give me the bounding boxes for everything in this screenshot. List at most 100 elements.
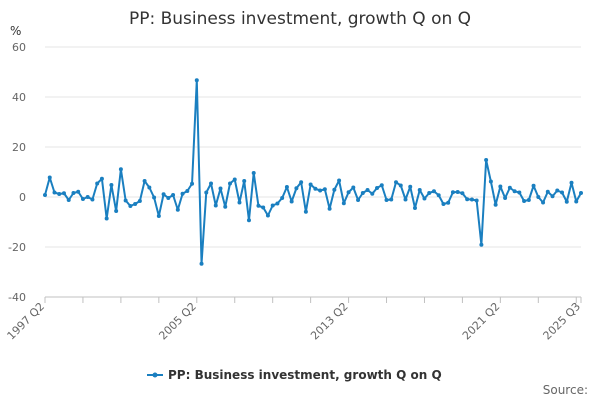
data-point[interactable]: 2025 Q1: 5.7 — [569, 180, 574, 185]
data-point[interactable]: 2008 Q3: -3.5 — [256, 203, 261, 208]
data-point[interactable]: 2017 Q4: 2.3 — [431, 189, 436, 194]
data-point[interactable]: 2001 Q3: -1.4 — [123, 198, 128, 203]
data-point[interactable]: 2021 Q2: 4.2 — [498, 184, 503, 189]
data-point[interactable]: 2007 Q2: 7 — [232, 177, 237, 182]
data-point[interactable]: 2020 Q3: 14.8 — [484, 158, 489, 162]
data-point[interactable]: 2014 Q1: 1.6 — [360, 191, 365, 195]
data-point[interactable]: 2013 Q2: 1.9 — [346, 190, 351, 195]
data-point[interactable]: 2010 Q3: 3.5 — [294, 186, 299, 191]
data-point[interactable]: 2016 Q4: -4.4 — [412, 206, 417, 210]
data-point[interactable]: 2006 Q4: -3.9 — [223, 204, 228, 209]
data-point[interactable]: 2006 Q1: 5.4 — [209, 181, 214, 186]
data-point[interactable]: 2016 Q2: -1 — [403, 197, 408, 202]
data-point[interactable]: 2008 Q4: -4.2 — [261, 205, 266, 210]
data-point[interactable]: 2008 Q2: 9.6 — [251, 171, 256, 175]
data-point[interactable]: 2005 Q2: 46.7 — [194, 78, 199, 83]
data-point[interactable]: 2023 Q4: 2.1 — [545, 189, 550, 194]
data-point[interactable]: 2013 Q1: -2.5 — [341, 201, 346, 206]
data-point[interactable]: 2015 Q1: 4.7 — [379, 183, 384, 188]
data-point[interactable]: 1997 Q2: 0.8 — [43, 193, 47, 197]
data-point[interactable]: 1998 Q3: -1.2 — [66, 198, 71, 202]
data-point[interactable]: 2018 Q4: 1.9 — [450, 190, 455, 195]
data-point[interactable]: 2006 Q3: 3.4 — [218, 186, 223, 191]
data-point[interactable]: 2001 Q4: -3.6 — [128, 204, 133, 208]
data-point[interactable]: 2024 Q2: 2.6 — [555, 188, 560, 193]
data-point[interactable]: 1999 Q2: -0.8 — [80, 197, 85, 201]
data-point[interactable]: 2000 Q2: 7.3 — [99, 176, 104, 181]
data-point[interactable]: 2010 Q2: -1.8 — [289, 199, 294, 204]
data-point[interactable]: 2023 Q2: 0 — [536, 195, 541, 199]
data-point[interactable]: 2004 Q1: 0.8 — [171, 193, 176, 197]
data-point[interactable]: 2025 Q2: -1.8 — [574, 199, 579, 204]
data-point[interactable]: 2019 Q2: 1.5 — [460, 191, 465, 196]
data-point[interactable]: 2010 Q1: 4 — [284, 185, 289, 189]
data-point[interactable]: 2018 Q2: -2.8 — [441, 202, 446, 206]
data-point[interactable]: 2012 Q3: 2.9 — [332, 187, 337, 192]
data-point[interactable]: 2000 Q1: 5.4 — [95, 181, 100, 186]
data-point[interactable]: 2019 Q3: -0.9 — [465, 197, 470, 202]
data-point[interactable]: 2012 Q2: -4.7 — [327, 206, 332, 211]
data-point[interactable]: 2016 Q3: 4.1 — [408, 184, 413, 189]
data-point[interactable]: 2003 Q4: -0.4 — [166, 196, 171, 200]
data-point[interactable]: 2015 Q3: -1 — [389, 197, 394, 202]
data-point[interactable]: 2003 Q2: -7.6 — [156, 214, 161, 218]
data-point[interactable]: 2007 Q4: 6.4 — [242, 179, 247, 183]
data-point[interactable]: 1999 Q3: 0 — [85, 195, 90, 199]
data-point[interactable]: 2017 Q1: 2.8 — [417, 188, 422, 192]
data-point[interactable]: 1999 Q1: 2.1 — [76, 189, 81, 194]
data-point[interactable]: 2005 Q3: -26.7 — [199, 261, 204, 266]
data-point[interactable]: 2023 Q1: 4.5 — [531, 183, 536, 188]
data-point[interactable]: 2015 Q4: 5.9 — [394, 180, 399, 185]
data-point[interactable]: 2006 Q2: -3.4 — [213, 203, 218, 208]
data-point[interactable]: 2020 Q4: 6.2 — [488, 179, 493, 184]
data-point[interactable]: 2013 Q4: -1.2 — [356, 198, 361, 202]
data-point[interactable]: 2023 Q3: -2.2 — [541, 200, 546, 205]
data-point[interactable]: 2009 Q1: -7.4 — [265, 213, 270, 218]
data-point[interactable]: 2024 Q3: 1.8 — [560, 190, 565, 195]
data-point[interactable]: 2021 Q3: -0.4 — [503, 196, 508, 200]
data-point[interactable]: 2004 Q4: 2.4 — [185, 189, 190, 193]
data-point[interactable]: 2000 Q3: -8.6 — [104, 216, 109, 221]
data-point[interactable]: 2014 Q3: 1.3 — [370, 191, 375, 196]
data-point[interactable]: 2011 Q4: 2.6 — [318, 188, 323, 193]
data-point[interactable]: 2019 Q1: 2 — [455, 190, 460, 194]
data-point[interactable]: 2020 Q2: -19.1 — [479, 242, 484, 247]
data-point[interactable]: 2011 Q2: 5 — [308, 182, 313, 187]
data-point[interactable]: 2004 Q2: -5.1 — [175, 207, 180, 212]
data-point[interactable]: 2021 Q1: -3.1 — [493, 202, 498, 207]
data-point[interactable]: 2004 Q3: 1.3 — [180, 191, 185, 196]
data-point[interactable]: 2000 Q4: 4.8 — [109, 183, 114, 187]
data-point[interactable]: 1998 Q2: 1.5 — [61, 191, 66, 196]
data-point[interactable]: 2024 Q1: 0.3 — [550, 194, 555, 199]
data-point[interactable]: 2014 Q4: 3.6 — [375, 186, 380, 190]
data-point[interactable]: 1997 Q3: 7.8 — [47, 175, 52, 180]
data-point[interactable]: 2022 Q2: 1.8 — [517, 190, 522, 195]
data-point[interactable]: 2020 Q1: -1.4 — [474, 198, 479, 203]
data-point[interactable]: 2010 Q4: 5.9 — [299, 180, 304, 185]
data-point[interactable]: 2011 Q1: -5.9 — [303, 209, 308, 214]
data-point[interactable]: 2025 Q3: 1.6 — [579, 191, 583, 195]
data-point[interactable]: 2009 Q2: -3.4 — [270, 203, 275, 208]
data-point[interactable]: 2009 Q3: -2.6 — [275, 201, 280, 206]
data-point[interactable]: 2012 Q4: 6.6 — [337, 178, 342, 183]
data-point[interactable]: 2005 Q1: 5.3 — [190, 181, 195, 186]
data-point[interactable]: 2012 Q1: 3.1 — [322, 187, 327, 192]
data-point[interactable]: 2007 Q1: 5.4 — [227, 181, 232, 186]
data-point[interactable]: 2011 Q3: 3.3 — [313, 186, 318, 191]
legend[interactable]: PP: Business investment, growth Q on Q — [147, 368, 442, 382]
data-point[interactable]: 1997 Q4: 1.8 — [52, 190, 57, 195]
data-point[interactable]: 2003 Q3: 1.1 — [161, 192, 166, 197]
data-point[interactable]: 2005 Q4: 1.8 — [204, 190, 209, 195]
data-point[interactable]: 2014 Q2: 2.8 — [365, 188, 370, 192]
data-point[interactable]: 2022 Q3: -1.6 — [522, 199, 527, 203]
data-point[interactable]: 1998 Q4: 1.6 — [71, 191, 76, 195]
data-point[interactable]: 2019 Q4: -1 — [469, 197, 474, 202]
data-point[interactable]: 2007 Q3: -2.2 — [237, 200, 242, 205]
data-point[interactable]: 2001 Q2: 11.1 — [118, 167, 123, 172]
data-point[interactable]: 2015 Q2: -1.2 — [384, 198, 389, 202]
data-point[interactable]: 2008 Q1: -9.3 — [246, 218, 251, 223]
